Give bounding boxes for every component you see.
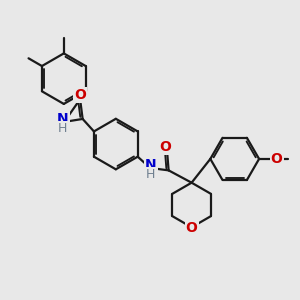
Text: O: O xyxy=(160,140,172,154)
Text: O: O xyxy=(186,221,197,235)
Text: H: H xyxy=(146,168,155,181)
Text: N: N xyxy=(57,112,68,126)
Text: O: O xyxy=(74,88,86,102)
Text: H: H xyxy=(58,122,68,135)
Text: N: N xyxy=(145,158,157,172)
Text: O: O xyxy=(271,152,283,166)
